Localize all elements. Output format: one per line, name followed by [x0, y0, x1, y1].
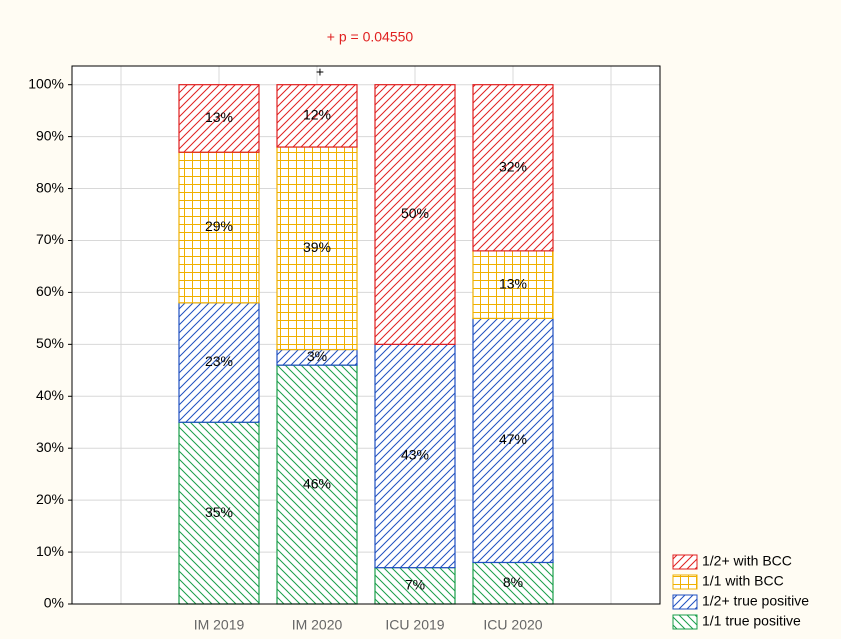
x-tick-label: IM 2019	[194, 617, 245, 633]
data-label: 8%	[503, 574, 523, 590]
y-tick-label: 50%	[36, 335, 64, 351]
legend-swatch	[672, 554, 698, 570]
bar-segment	[276, 146, 358, 351]
plot-area	[72, 66, 660, 604]
y-tick-label: 70%	[36, 231, 64, 247]
x-tick-label: ICU 2020	[483, 617, 542, 633]
annotation: +	[316, 64, 324, 80]
legend-label: 1/2+ with BCC	[702, 553, 792, 569]
bar-segment	[178, 84, 260, 153]
y-tick-label: 30%	[36, 439, 64, 455]
data-label: 50%	[401, 205, 429, 221]
data-label: 29%	[205, 218, 233, 234]
data-label: 35%	[205, 504, 233, 520]
bar-segment	[178, 151, 260, 304]
y-tick-label: 40%	[36, 387, 64, 403]
y-tick-label: 20%	[36, 491, 64, 507]
y-tick-label: 100%	[28, 75, 64, 91]
bar-segment	[178, 302, 260, 423]
y-tick-label: 90%	[36, 127, 64, 143]
legend-label: 1/2+ true positive	[702, 593, 809, 609]
y-tick-label: 60%	[36, 283, 64, 299]
bar-segment	[472, 317, 554, 564]
bar-segment	[472, 84, 554, 252]
bar-segment	[374, 343, 456, 569]
legend-swatch	[672, 594, 698, 610]
y-tick-label: 10%	[36, 543, 64, 559]
data-label: 13%	[205, 109, 233, 125]
data-label: 3%	[307, 348, 327, 364]
bar-segment	[276, 84, 358, 148]
legend-swatch	[672, 614, 698, 630]
bar-segment	[178, 421, 260, 605]
x-tick-label: ICU 2019	[385, 617, 444, 633]
data-label: 23%	[205, 353, 233, 369]
bar-segment	[472, 561, 554, 605]
data-label: 47%	[499, 431, 527, 447]
y-tick-label: 0%	[44, 595, 64, 611]
data-label: 12%	[303, 107, 331, 123]
annotation: + p = 0.04550	[327, 29, 414, 45]
data-label: 32%	[499, 158, 527, 174]
data-label: 7%	[405, 577, 425, 593]
y-tick-label: 80%	[36, 179, 64, 195]
bar-segment	[472, 250, 554, 319]
bar-segment	[276, 364, 358, 605]
data-label: 46%	[303, 475, 331, 491]
plot-frame	[71, 65, 661, 605]
legend-label: 1/1 true positive	[702, 613, 801, 629]
legend-swatch	[672, 574, 698, 590]
legend-label: 1/1 with BCC	[702, 573, 784, 589]
x-tick-label: IM 2020	[292, 617, 343, 633]
data-label: 13%	[499, 275, 527, 291]
data-label: 39%	[303, 239, 331, 255]
bar-segment	[374, 567, 456, 605]
data-label: 43%	[401, 447, 429, 463]
bar-segment	[374, 84, 456, 345]
